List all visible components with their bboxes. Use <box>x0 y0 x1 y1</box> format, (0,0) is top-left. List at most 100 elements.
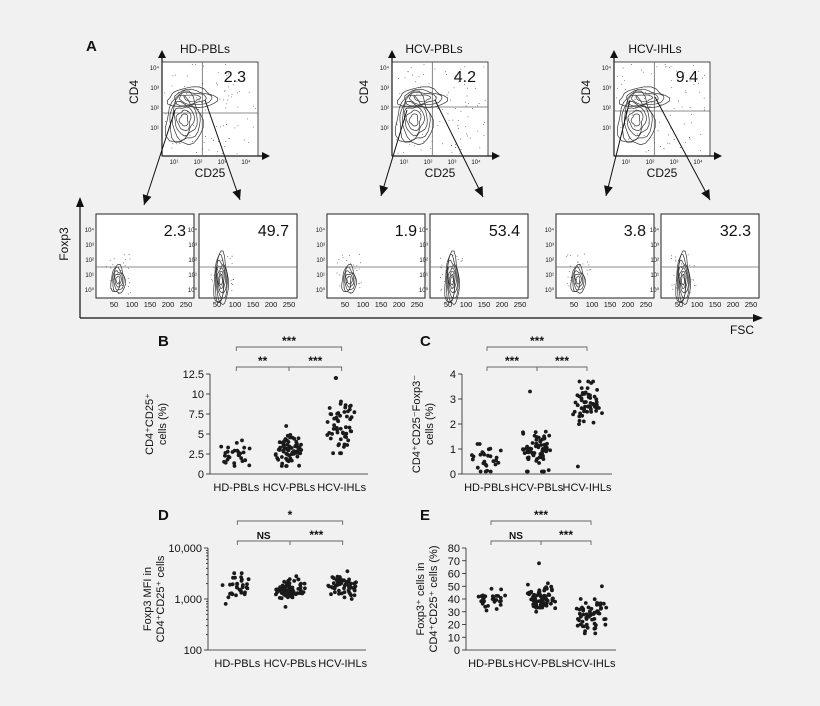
event-dot <box>233 279 234 280</box>
contour-line <box>570 263 586 294</box>
event-dot <box>342 254 344 256</box>
event-dot <box>589 269 591 271</box>
data-point <box>498 603 503 607</box>
data-point <box>349 415 354 420</box>
event-dot <box>350 292 351 294</box>
data-point <box>328 412 333 416</box>
event-dot <box>113 258 115 260</box>
contour-line <box>165 90 204 146</box>
event-dot <box>570 277 572 278</box>
event-dot <box>226 124 227 126</box>
event-dot <box>687 290 688 292</box>
event-dot <box>464 101 466 103</box>
event-dot <box>128 282 130 284</box>
y-axis-label: CD4⁺CD25⁻Foxp3⁻ <box>411 375 423 473</box>
contour-line <box>183 94 202 103</box>
y-tick-label: 50 <box>448 581 460 593</box>
x-tick-label: 150 <box>144 300 157 309</box>
event-dot <box>124 265 126 267</box>
event-dot <box>216 125 218 127</box>
event-dot <box>455 147 457 149</box>
event-dot <box>346 260 348 261</box>
significance-label: * <box>288 508 293 522</box>
data-point <box>475 465 480 470</box>
data-point <box>296 436 301 441</box>
data-point <box>275 587 280 592</box>
event-dot <box>398 78 399 79</box>
data-point <box>503 593 507 598</box>
data-point <box>575 403 580 408</box>
contour-line <box>626 88 665 107</box>
data-point <box>230 582 235 587</box>
gating-arrow <box>434 99 484 198</box>
event-dot <box>124 254 126 256</box>
event-dot <box>439 120 441 122</box>
event-dot <box>204 109 206 111</box>
data-point <box>494 598 499 602</box>
fsc-axis-arrow <box>753 314 763 322</box>
data-point <box>239 456 244 460</box>
event-dot <box>348 255 350 257</box>
event-dot <box>628 112 630 114</box>
x-tick-label: 150 <box>709 300 722 309</box>
event-dot <box>654 142 655 144</box>
contour-line <box>409 91 437 105</box>
data-point <box>290 595 295 600</box>
data-point <box>337 588 341 593</box>
significance-bracket <box>490 520 592 525</box>
event-dot <box>127 278 129 279</box>
contour-line <box>408 113 419 127</box>
data-point <box>595 601 599 605</box>
contour-line <box>395 90 434 146</box>
data-point <box>302 581 307 586</box>
data-point <box>480 599 485 604</box>
event-dot <box>343 287 345 289</box>
contour-line <box>413 94 432 103</box>
data-point <box>598 601 603 606</box>
y-tick-label: 20 <box>448 620 460 632</box>
gating-arrowhead <box>142 194 152 205</box>
event-dot <box>217 265 219 267</box>
event-dot <box>358 254 360 255</box>
data-point <box>588 401 593 405</box>
event-dot <box>681 263 682 265</box>
data-point <box>488 454 493 459</box>
data-point <box>346 438 351 443</box>
event-dot <box>464 66 466 68</box>
event-dot <box>354 277 356 279</box>
event-dot <box>461 257 463 259</box>
event-dot <box>622 67 624 69</box>
event-dot <box>353 284 355 285</box>
data-point <box>470 457 475 462</box>
data-point <box>592 621 597 626</box>
data-point <box>483 604 488 609</box>
event-dot <box>164 92 166 94</box>
event-dot <box>466 95 468 97</box>
category-label: HCV-IHLs <box>563 482 612 494</box>
event-dot <box>569 270 571 272</box>
data-point <box>290 450 295 455</box>
data-point <box>337 575 342 579</box>
contour-line <box>112 266 125 292</box>
event-dot <box>703 97 705 99</box>
contour-line <box>677 254 690 304</box>
event-dot <box>467 116 469 118</box>
event-dot <box>227 73 229 75</box>
event-dot <box>164 121 166 123</box>
event-dot <box>184 86 186 87</box>
data-point <box>347 577 351 582</box>
event-dot <box>450 99 452 101</box>
y-tick-label: 10⁴ <box>419 227 429 234</box>
event-dot <box>225 107 227 109</box>
event-dot <box>176 143 177 145</box>
data-point <box>481 461 486 466</box>
event-dot <box>434 68 436 70</box>
top-plot-title: HD-PBLs <box>180 42 230 56</box>
event-dot <box>119 270 121 272</box>
event-dot <box>632 114 634 116</box>
data-point <box>288 435 292 440</box>
contour-line <box>627 109 644 131</box>
event-dot <box>478 103 480 104</box>
event-dot <box>460 260 462 262</box>
event-dot <box>453 87 455 89</box>
